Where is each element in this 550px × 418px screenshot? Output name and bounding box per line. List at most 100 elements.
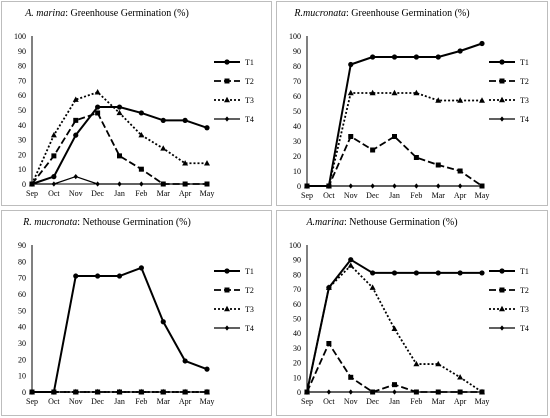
data-point — [435, 162, 441, 168]
data-point — [370, 147, 376, 153]
data-point — [392, 183, 397, 189]
data-point — [326, 389, 332, 395]
data-point — [139, 181, 144, 187]
data-point — [413, 155, 419, 160]
data-point — [116, 104, 123, 110]
data-point — [436, 183, 441, 189]
legend-marker — [499, 116, 505, 122]
x-tick-label: Nov — [344, 191, 358, 200]
series-t2 — [304, 134, 485, 189]
x-tick-label: Nov — [344, 397, 358, 406]
x-tick-label: Oct — [48, 397, 60, 406]
series-t4 — [304, 183, 485, 189]
series-t2 — [304, 340, 485, 395]
data-point — [347, 89, 354, 96]
data-point — [138, 110, 144, 116]
data-point — [479, 389, 485, 395]
data-point — [73, 174, 78, 180]
x-tick-label: May — [200, 397, 215, 406]
x-tick-label: Mar — [432, 397, 446, 406]
x-tick-label: Oct — [48, 189, 60, 198]
data-point — [435, 389, 441, 395]
data-point — [457, 168, 463, 174]
data-point — [413, 54, 419, 60]
data-point — [435, 360, 442, 367]
y-tick-label: 0 — [22, 180, 26, 189]
data-point — [73, 117, 79, 123]
series-line — [307, 92, 482, 187]
data-point — [457, 97, 464, 103]
x-tick-label: Nov — [69, 397, 83, 406]
series-line — [32, 266, 208, 393]
y-tick-label: 0 — [297, 388, 301, 397]
data-point — [413, 389, 419, 395]
legend-label: T4 — [520, 324, 529, 333]
data-point — [204, 181, 210, 187]
data-point — [348, 257, 354, 263]
data-point — [413, 270, 419, 276]
data-point — [391, 325, 398, 331]
chart-panel-rmucronata-greenhouse: R.mucronata: Greenhouse Germination (%) … — [276, 1, 548, 206]
data-point — [182, 358, 188, 364]
y-tick-label: 0 — [297, 182, 301, 191]
y-tick-label: 90 — [18, 241, 26, 250]
x-tick-label: Dec — [366, 397, 379, 406]
series-t3 — [304, 262, 485, 395]
y-tick-label: 50 — [293, 107, 301, 116]
data-point — [117, 181, 122, 187]
data-point — [369, 284, 376, 290]
data-point — [138, 389, 144, 395]
legend-entry: T1 — [489, 58, 529, 67]
y-tick-label: 60 — [293, 92, 301, 101]
legend-label: T1 — [245, 58, 254, 67]
x-tick-label: Sep — [26, 189, 38, 198]
data-point — [138, 166, 144, 172]
y-tick-label: 40 — [293, 122, 301, 131]
data-point — [204, 389, 210, 395]
series-line — [307, 42, 483, 187]
x-tick-label: May — [475, 397, 490, 406]
data-point — [95, 273, 101, 279]
y-tick-label: 100 — [14, 32, 26, 41]
legend-marker — [224, 59, 230, 65]
legend-label: T2 — [245, 77, 254, 86]
legend-label: T2 — [520, 77, 529, 86]
y-tick-label: 80 — [18, 257, 26, 266]
x-tick-label: Sep — [301, 191, 313, 200]
series-t1 — [29, 104, 210, 187]
data-point — [457, 389, 463, 395]
data-point — [348, 61, 354, 68]
chart-svg: 0 10 20 30 40 50 60 70 80 90 100 Sep Oct Nov Dec Jan Feb… — [14, 32, 254, 198]
data-point — [435, 54, 441, 60]
y-tick-label: 70 — [18, 76, 26, 85]
data-point — [51, 181, 57, 187]
series-line — [31, 106, 208, 185]
x-tick-label: Jan — [389, 191, 400, 200]
legend-entry: T1 — [214, 267, 254, 276]
x-tick-label: Apr — [179, 189, 192, 198]
data-point — [73, 389, 79, 395]
y-tick-label: 90 — [293, 47, 301, 56]
data-point — [72, 96, 79, 102]
data-point — [95, 104, 101, 110]
legend-label: T4 — [245, 324, 254, 333]
data-point — [138, 265, 144, 271]
data-point — [414, 183, 419, 189]
data-point — [29, 389, 35, 395]
data-point — [391, 270, 398, 276]
y-tick-label: 30 — [293, 344, 301, 353]
x-tick-label: Mar — [157, 397, 171, 406]
y-tick-label: 60 — [18, 290, 26, 299]
data-point — [370, 389, 376, 395]
data-point — [116, 109, 123, 116]
legend-marker — [499, 78, 505, 84]
data-point — [73, 273, 79, 279]
legend-marker — [224, 325, 230, 331]
legend-marker — [499, 305, 505, 312]
y-tick-label: 10 — [18, 372, 26, 381]
y-tick-label: 0 — [22, 388, 26, 397]
data-point — [204, 366, 210, 372]
legend-marker — [224, 287, 230, 293]
x-tick-label: May — [475, 191, 490, 200]
y-tick-label: 70 — [18, 274, 26, 283]
